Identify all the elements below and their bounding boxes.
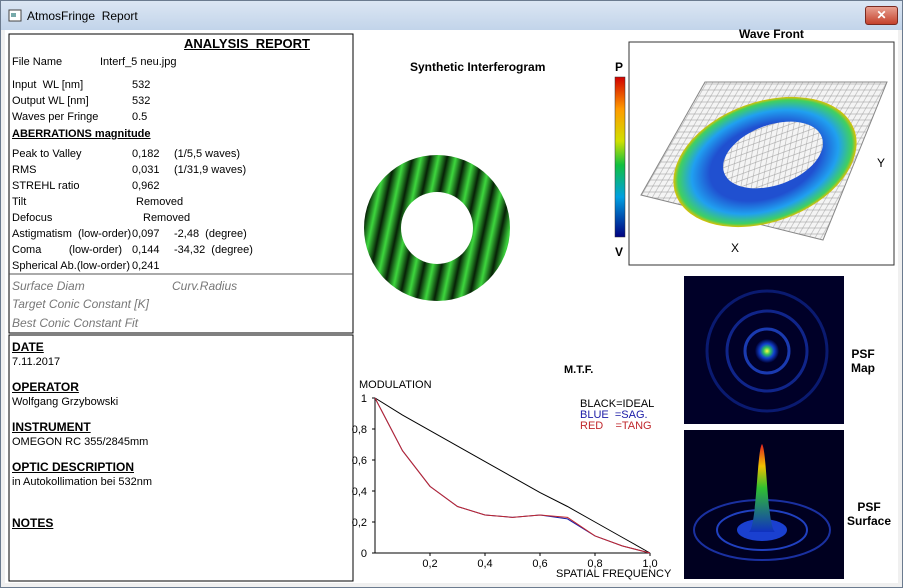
wavefront-hole (723, 121, 823, 189)
field-label: Coma (low-order) (12, 244, 123, 256)
field-note: (1/31,9 waves) (174, 164, 247, 176)
report-title: ANALYSIS REPORT (184, 36, 310, 51)
graphics: 0 0,2 0,4 0,6 0,8 1 0,2 0,4 0,6 0,8 1,0 BLACK=IDEAL… (8, 33, 895, 582)
scale-label: P (615, 60, 624, 74)
field-note: (1/5,5 waves) (174, 148, 241, 160)
psf-ring (705, 289, 829, 413)
y-axis-label: MODULATION (359, 379, 432, 391)
field-value: OMEGON RC 355/2845mm (12, 436, 149, 448)
panel-title: Wave Front (739, 27, 804, 41)
legend-entry: BLACK=IDEAL (580, 398, 654, 410)
section-heading: OPERATOR (12, 380, 79, 394)
legend-entry: BLUE =SAG. (580, 409, 648, 421)
panel-title: Synthetic Interferogram (410, 60, 546, 74)
field-label: Input WL [nm] (12, 79, 84, 91)
psf-ring (743, 327, 791, 375)
y-tick-label: 0,4 (352, 486, 367, 498)
field-value: 7.11.2017 (12, 356, 61, 368)
field-value: 0.5 (132, 111, 148, 123)
section-heading: OPTIC DESCRIPTION (12, 460, 135, 474)
field-label: Spherical Ab.(low-order) (12, 260, 130, 272)
app-icon (8, 9, 22, 22)
field-label: File Name (12, 56, 63, 68)
interferogram (364, 155, 510, 301)
panel-title: PSF Map (851, 347, 875, 375)
field-value: Interf_5 neu.jpg (100, 56, 177, 68)
section-heading: NOTES (12, 516, 54, 530)
title-bar: AtmosFringe Report ✕ (1, 1, 902, 30)
field-value: 0,241 (132, 260, 160, 272)
section-heading: INSTRUMENT (12, 420, 91, 434)
psf-spike (749, 444, 775, 532)
x-tick-label: 1,0 (642, 558, 657, 570)
field-value: 0,031 (132, 164, 160, 176)
panel-title: PSF Surface (847, 500, 892, 528)
x-tick-label: 0,6 (532, 558, 547, 570)
report-page: 0 0,2 0,4 0,6 0,8 1 0,2 0,4 0,6 0,8 1,0 BLACK=IDEAL… (5, 27, 898, 583)
field-value: in Autokollimation bei 532nm (12, 476, 153, 488)
legend-entry: RED =TANG (580, 420, 652, 432)
field-value: Removed (136, 196, 184, 208)
axis-label: Y (877, 156, 886, 170)
field-value: 0,962 (132, 180, 160, 192)
report-box (8, 33, 354, 334)
y-tick-label: 0,6 (352, 455, 367, 467)
y-tick-label: 0,8 (352, 424, 367, 436)
section-heading: ABERRATIONS magnitude (12, 128, 151, 140)
x-tick-label: 0,4 (477, 558, 492, 570)
mtf-line (374, 397, 651, 554)
field-value: 532 (132, 79, 151, 91)
field-value: 0,144 (132, 244, 160, 256)
field-label: STREHL ratio (12, 180, 80, 192)
y-tick-label: 0,2 (352, 517, 367, 529)
mtf-line (374, 397, 651, 554)
field-label: Tilt (12, 196, 27, 208)
axis-label: X (731, 241, 740, 255)
field-value: 532 (132, 95, 151, 107)
field: Target Conic Constant [K] (12, 297, 149, 311)
field: Surface Diam (12, 279, 85, 293)
field-label: Waves per Fringe (12, 111, 99, 123)
info-box (8, 334, 354, 582)
y-tick-label: 1 (361, 393, 367, 405)
field-label: Peak to Valley (12, 148, 82, 160)
field-value: 0,097 (132, 228, 160, 240)
field: Best Conic Constant Fit (12, 316, 139, 330)
psf-ring (725, 309, 809, 393)
y-tick-label: 0 (361, 548, 367, 560)
field: Curv.Radius (172, 279, 238, 293)
window-title: AtmosFringe Report (27, 9, 138, 23)
field-note: -2,48 (degree) (174, 228, 247, 240)
x-tick-label: 0,2 (422, 558, 437, 570)
color-scale (614, 76, 626, 238)
field-label: Astigmatism (low-order) (12, 228, 132, 240)
section-heading: DATE (12, 340, 44, 354)
field-note: -34,32 (degree) (174, 244, 253, 256)
field-value: Removed (143, 212, 191, 224)
field-label: Output WL [nm] (12, 95, 89, 107)
scale-label: V (615, 245, 624, 259)
chart-title: M.T.F. (564, 364, 594, 376)
field-label: RMS (12, 164, 37, 176)
field-value: Wolfgang Grzybowski (12, 396, 119, 408)
x-axis-label: SPATIAL FREQUENCY (556, 568, 672, 580)
close-button[interactable]: ✕ (865, 6, 898, 25)
x-tick-label: 0,8 (587, 558, 602, 570)
field-value: 0,182 (132, 148, 160, 160)
psf-core (755, 339, 779, 363)
field-label: Defocus (12, 212, 53, 224)
